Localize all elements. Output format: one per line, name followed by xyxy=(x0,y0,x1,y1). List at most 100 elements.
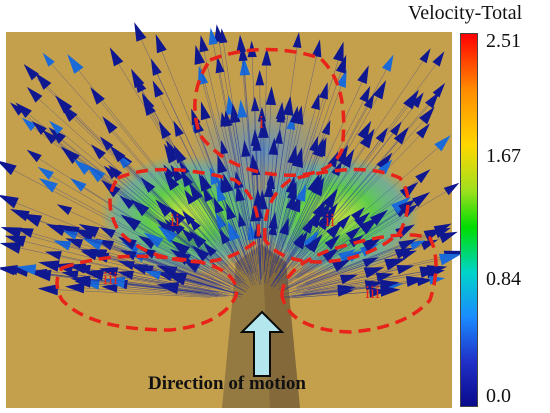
region-label-i: i xyxy=(259,112,265,132)
colorbar-tick-max: 2.51 xyxy=(486,30,521,52)
vector-arrowhead xyxy=(282,95,294,116)
vector-arrowhead xyxy=(142,96,156,117)
colorbar-tick-min: 0.0 xyxy=(486,385,511,407)
vector-arrowhead xyxy=(137,235,157,250)
vector-line xyxy=(219,72,252,244)
vector-line xyxy=(292,264,387,292)
vector-line xyxy=(234,239,256,285)
vector-arrowhead xyxy=(164,272,188,285)
vector-line xyxy=(199,63,247,241)
vector-line xyxy=(275,194,317,274)
vector-line xyxy=(262,65,267,242)
vector-arrowhead xyxy=(90,87,105,105)
vector-arrowhead xyxy=(322,247,340,263)
vector-arrowhead xyxy=(443,182,460,196)
vector-arrowhead xyxy=(182,210,195,226)
vector-arrowhead xyxy=(252,134,262,151)
vector-arrowhead xyxy=(168,206,186,226)
vector-arrowhead xyxy=(235,184,245,202)
vector-arrowhead xyxy=(432,51,445,67)
vector-line xyxy=(268,208,291,278)
vector-line xyxy=(241,226,258,282)
vector-arrowhead xyxy=(403,89,419,110)
vector-arrowhead xyxy=(321,119,331,136)
vector-arrowhead xyxy=(376,152,393,171)
vector-arrowhead xyxy=(361,236,384,252)
vector-arrowhead xyxy=(295,183,307,202)
vector-arrowhead xyxy=(292,32,302,49)
vector-line xyxy=(57,289,211,298)
vector-arrowhead xyxy=(238,44,248,62)
vector-arrowhead xyxy=(173,120,184,137)
vector-line xyxy=(132,274,230,295)
vector-line xyxy=(16,202,201,277)
vector-line xyxy=(24,241,203,286)
vector-arrowhead xyxy=(381,54,394,72)
vector-line xyxy=(291,140,380,261)
vector-arrowhead xyxy=(199,35,209,53)
colorbar xyxy=(460,33,478,407)
vector-line xyxy=(276,216,322,280)
vector-line xyxy=(302,235,426,285)
vector-line xyxy=(267,233,285,284)
vector-line xyxy=(160,242,237,287)
vector-line xyxy=(70,211,215,279)
vector-line xyxy=(96,255,221,290)
vector-line xyxy=(242,117,258,255)
vector-line xyxy=(105,253,224,289)
region-label-ii-right: ii xyxy=(325,210,336,230)
vector-line xyxy=(296,209,402,278)
vector-arrowhead xyxy=(134,22,147,42)
vector-arrowhead xyxy=(181,228,196,242)
vector-line xyxy=(270,244,297,287)
region-outlines xyxy=(55,47,438,334)
vector-line xyxy=(280,174,336,269)
velocity-vectors xyxy=(0,22,466,299)
vector-arrowhead xyxy=(21,117,37,132)
vector-line xyxy=(207,189,249,273)
vector-arrowhead xyxy=(155,34,167,54)
vector-arrowhead xyxy=(109,47,124,67)
vector-arrowhead xyxy=(30,269,52,282)
vector-arrowhead xyxy=(415,169,431,184)
vector-arrowhead xyxy=(223,110,233,127)
vector-arrowhead xyxy=(170,164,184,183)
vector-arrowhead xyxy=(307,207,323,229)
vector-arrowhead xyxy=(416,123,430,139)
vector-line xyxy=(175,229,241,283)
vector-arrowhead xyxy=(438,253,462,266)
vector-line xyxy=(306,259,441,291)
vector-line xyxy=(273,248,309,288)
vector-arrowhead xyxy=(163,171,180,191)
vector-line xyxy=(281,257,341,290)
vector-line xyxy=(223,42,253,236)
vector-line xyxy=(173,155,241,264)
vector-line xyxy=(286,82,363,246)
vector-line xyxy=(191,238,245,285)
vector-arrowhead xyxy=(426,265,448,277)
vector-arrowhead xyxy=(194,44,206,65)
vector-arrowhead xyxy=(99,227,116,239)
vector-line xyxy=(269,198,293,275)
vector-line xyxy=(302,120,424,256)
vector-arrowhead xyxy=(120,214,141,231)
vector-line xyxy=(83,187,218,273)
vector-arrowhead xyxy=(432,82,446,98)
vector-arrowhead xyxy=(333,259,349,271)
vector-line xyxy=(305,233,437,284)
vector-line xyxy=(239,200,257,276)
vector-arrowhead xyxy=(316,211,332,231)
vector-arrowhead xyxy=(396,265,415,275)
vector-arrowhead xyxy=(380,285,401,297)
vector-line xyxy=(290,277,378,295)
region-label-iii-left: iii xyxy=(103,268,119,288)
vector-arrowhead xyxy=(312,137,324,158)
vector-line xyxy=(287,100,364,251)
vector-line xyxy=(286,137,363,260)
vector-arrowhead xyxy=(74,278,92,288)
vector-line xyxy=(139,85,232,247)
vector-arrowhead xyxy=(312,199,327,218)
vector-line xyxy=(227,126,254,257)
vector-arrowhead xyxy=(302,230,320,250)
